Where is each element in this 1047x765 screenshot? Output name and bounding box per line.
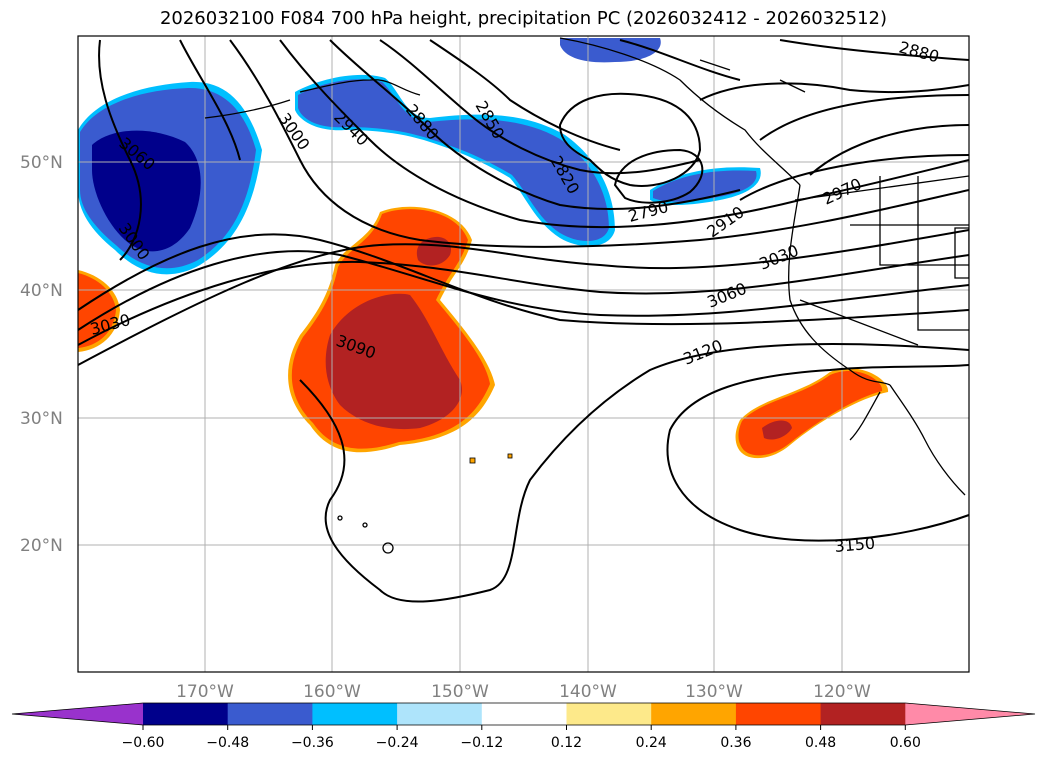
colorbar-segment xyxy=(481,703,567,725)
colorbar-segment xyxy=(312,703,398,725)
colorbar-tick-label: −0.24 xyxy=(376,735,419,751)
colorbar-tick-label: 0.36 xyxy=(720,735,751,751)
colorbar-tick-label: 0.60 xyxy=(890,735,921,751)
longitude-labels: 170°W 160°W 150°W 140°W 130°W 120°W xyxy=(176,682,871,702)
colorbar xyxy=(11,702,1036,726)
lon-label: 130°W xyxy=(685,682,743,702)
negative-anomaly-gulf xyxy=(295,38,761,247)
colorbar-tick-labels: −0.60 −0.48 −0.36 −0.24 −0.12 0.12 0.24 0.36 0.4… xyxy=(122,725,921,751)
lon-label: 160°W xyxy=(303,682,361,702)
colorbar-tick-label: 0.24 xyxy=(636,735,667,751)
lat-label: 50°N xyxy=(20,153,63,173)
lon-label: 150°W xyxy=(431,682,489,702)
negative-anomaly-west xyxy=(78,81,262,275)
lon-label: 120°W xyxy=(813,682,871,702)
island-marker xyxy=(469,457,476,464)
colorbar-tick-label: −0.48 xyxy=(206,735,249,751)
map-title: 2026032100 F084 700 hPa height, precipit… xyxy=(159,8,888,29)
positive-anomaly-baja xyxy=(735,368,889,459)
colorbar-tick-label: −0.36 xyxy=(291,735,334,751)
plot-frame xyxy=(77,35,970,673)
colorbar-tick-label: −0.12 xyxy=(460,735,503,751)
lon-label: 140°W xyxy=(559,682,617,702)
contour-label: 3150 xyxy=(834,534,876,556)
colorbar-tick-label: 0.12 xyxy=(551,735,582,751)
colorbar-segment xyxy=(227,703,313,725)
island-marker xyxy=(507,453,513,459)
lon-label: 170°W xyxy=(176,682,234,702)
colorbar-extend-low xyxy=(12,703,143,725)
coastlines xyxy=(204,37,969,554)
colorbar-extend-high xyxy=(905,703,1035,725)
latitude-labels: 50°N 40°N 30°N 20°N xyxy=(20,153,63,556)
colorbar-segment xyxy=(651,703,737,725)
colorbar-segment xyxy=(566,703,652,725)
lat-label: 30°N xyxy=(20,409,63,429)
colorbar-tick-label: −0.60 xyxy=(122,735,165,751)
lat-label: 40°N xyxy=(20,281,63,301)
colorbar-segment xyxy=(735,703,822,725)
colorbar-segment xyxy=(143,703,229,725)
colorbar-segment xyxy=(397,703,483,725)
height-contours xyxy=(78,39,969,603)
colorbar-tick-label: 0.48 xyxy=(805,735,836,751)
lat-label: 20°N xyxy=(20,536,63,556)
colorbar-segment xyxy=(820,703,906,725)
